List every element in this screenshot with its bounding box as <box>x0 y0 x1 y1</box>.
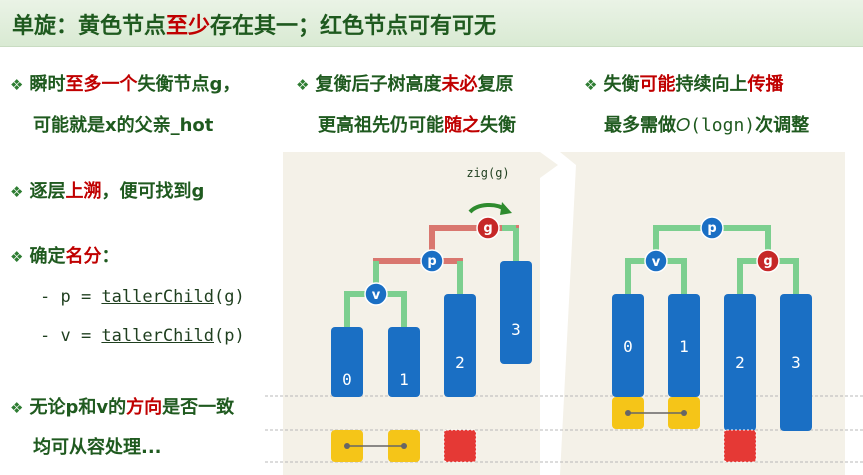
subtree-bar-0 <box>331 327 363 397</box>
subtree-bar-2 <box>724 294 756 431</box>
subtree-bar-0 <box>612 294 644 397</box>
bullet-1: ❖ 瞬时至多一个失衡节点g， <box>10 74 241 95</box>
slide-title: 单旋：黄色节点至少存在其一；红色节点可有可无 <box>12 14 497 39</box>
node-p-label: p <box>707 221 716 236</box>
node-g-label: g <box>763 254 772 269</box>
link-dot <box>401 443 407 449</box>
bullet-4: ❖ 无论p和v的方向是否一致 <box>10 397 235 418</box>
node-p-label: p <box>427 254 436 269</box>
diamond-bullet-icon: ❖ <box>10 183 24 201</box>
code-line-v: - v = tallerChild(p) <box>40 326 245 346</box>
link-dot <box>681 410 687 416</box>
node-g <box>476 216 500 240</box>
bar-label-0: 0 <box>623 337 633 356</box>
diamond-bullet-icon: ❖ <box>10 76 24 94</box>
bar-label-2: 2 <box>455 353 465 372</box>
note-propagation-line2: 最多需做𝑂(logn)次调整 <box>604 115 810 136</box>
bar-label-3: 3 <box>791 353 801 372</box>
node-v <box>364 282 388 306</box>
node-g-label: g <box>483 221 492 236</box>
bar-label-3: 3 <box>511 320 521 339</box>
diamond-bullet-icon: ❖ <box>296 76 310 94</box>
diamond-bullet-icon: ❖ <box>10 399 24 417</box>
node-g <box>756 249 780 273</box>
note-propagation: ❖ 失衡可能持续向上传播 <box>584 74 784 95</box>
subtree-bar-3 <box>780 294 812 431</box>
note-height-line2: 更高祖先仍可能随之失衡 <box>318 115 516 136</box>
bullet-4-line2: 均可从容处理... <box>33 437 162 458</box>
red-block <box>443 429 477 463</box>
bar-label-0: 0 <box>342 370 352 389</box>
bullet-2: ❖ 逐层上溯，便可找到g <box>10 181 205 202</box>
node-v-label: v <box>372 288 381 303</box>
bar-label-2: 2 <box>735 353 745 372</box>
bullet-1-line2: 可能就是x的父亲_hot <box>33 115 214 136</box>
node-p <box>420 249 444 273</box>
subtree-bar-3 <box>500 261 532 364</box>
bar-label-1: 1 <box>399 370 409 389</box>
subtree-bar-1 <box>668 294 700 397</box>
node-v <box>644 249 668 273</box>
bar-label-1: 1 <box>679 337 689 356</box>
subtree-bar-2 <box>444 294 476 397</box>
subtree-bar-1 <box>388 327 420 397</box>
title-bar <box>0 0 863 47</box>
code-line-p: - p = tallerChild(g) <box>40 287 245 307</box>
node-v-label: v <box>652 255 661 270</box>
note-height: ❖ 复衡后子树高度未必复原 <box>296 74 514 95</box>
rotate-arrowhead-icon <box>500 202 512 215</box>
bullet-3: ❖ 确定名分： <box>10 246 120 267</box>
red-block <box>723 429 757 463</box>
node-p <box>700 216 724 240</box>
diamond-bullet-icon: ❖ <box>10 248 24 266</box>
link-dot <box>625 410 631 416</box>
link-dot <box>344 443 350 449</box>
rotation-label: zig(g) <box>466 166 509 180</box>
diamond-bullet-icon: ❖ <box>584 76 598 94</box>
